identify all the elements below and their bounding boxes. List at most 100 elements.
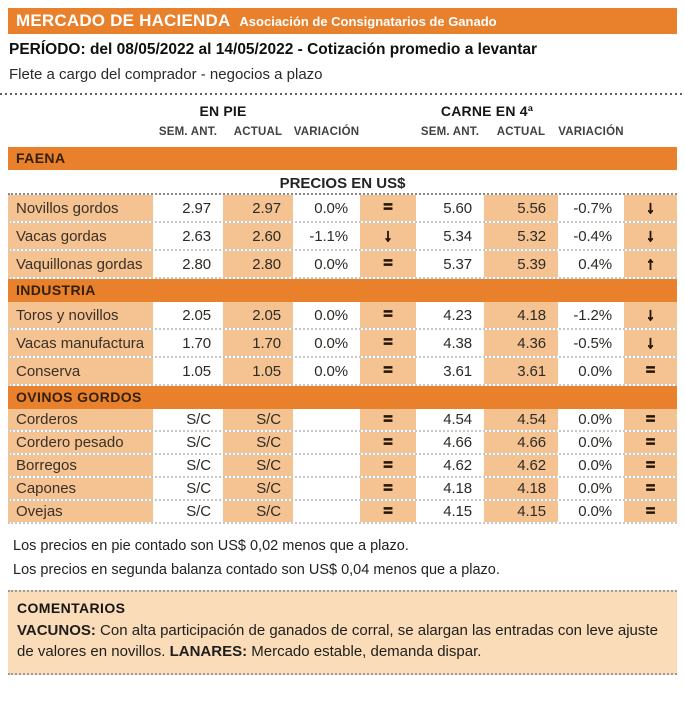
- cell-carne-act: 4.18: [484, 478, 558, 499]
- cell-carne-act: 4.18: [484, 302, 558, 328]
- cell-carne-act: 5.32: [484, 223, 558, 249]
- section-header-faena: FAENA: [8, 147, 677, 170]
- trend-equal-icon: =: [624, 478, 677, 499]
- comments-box: COMENTARIOS VACUNOS: Con alta participac…: [8, 590, 677, 676]
- cell-carne-act: 3.61: [484, 358, 558, 384]
- cell-carne-var: 0.0%: [558, 501, 624, 522]
- table-row: Capones S/C S/C = 4.18 4.18 0.0% =: [8, 478, 677, 501]
- cell-carne-ant: 5.34: [416, 223, 484, 249]
- cell-carne-var: -0.5%: [558, 330, 624, 356]
- table-row: Vacas manufactura 1.70 1.70 0.0% = 4.38 4.36 -0…: [8, 330, 677, 358]
- cell-carne-act: 4.66: [484, 432, 558, 453]
- cell-carne-var: 0.4%: [558, 251, 624, 277]
- cell-carne-ant: 4.54: [416, 409, 484, 430]
- cell-pie-ant: 2.05: [153, 302, 223, 328]
- price-unit-label: PRECIOS EN US$: [279, 175, 406, 192]
- cell-carne-act: 4.15: [484, 501, 558, 522]
- cell-carne-var: -0.7%: [558, 195, 624, 221]
- row-label: Corderos: [8, 409, 153, 430]
- row-label: Vacas manufactura: [8, 330, 153, 356]
- cell-pie-var: 0.0%: [293, 195, 360, 221]
- cell-pie-var: 0.0%: [293, 358, 360, 384]
- cell-pie-act: 2.05: [223, 302, 293, 328]
- price-table-body: FAENA PRECIOS EN US$ Novillos gordos 2.97 2.…: [8, 147, 677, 524]
- trend-equal-icon: =: [624, 358, 677, 384]
- cell-carne-act: 5.56: [484, 195, 558, 221]
- top-divider: [0, 92, 685, 95]
- row-label: Conserva: [8, 358, 153, 384]
- group-header-carne-en-4a: CARNE EN 4ª: [440, 103, 534, 119]
- cell-pie-var: [293, 501, 360, 522]
- cell-carne-ant: 4.18: [416, 478, 484, 499]
- cell-pie-var: [293, 432, 360, 453]
- table-row: Toros y novillos 2.05 2.05 0.0% = 4.23 4.18 -1.…: [8, 302, 677, 330]
- trend-equal-icon: =: [360, 455, 416, 476]
- cell-carne-ant: 5.60: [416, 195, 484, 221]
- col-header-pie-variacion: VARIACIÓN: [293, 126, 360, 138]
- trend-equal-icon: =: [360, 501, 416, 522]
- cell-carne-ant: 4.66: [416, 432, 484, 453]
- row-label: Vaquillonas gordas: [8, 251, 153, 277]
- report-title: MERCADO DE HACIENDA: [16, 11, 231, 30]
- trend-down-arrow-icon: ↓: [624, 330, 677, 356]
- table-row: Conserva 1.05 1.05 0.0% = 3.61 3.61 0.0% =: [8, 358, 677, 386]
- report-subtitle: Asociación de Consignatarios de Ganado: [239, 14, 497, 29]
- cell-pie-ant: S/C: [153, 432, 223, 453]
- period-line: PERÍODO: del 08/05/2022 al 14/05/2022 - …: [9, 41, 538, 58]
- cell-pie-ant: S/C: [153, 409, 223, 430]
- cell-carne-ant: 4.38: [416, 330, 484, 356]
- column-header-row: SEM. ANT. ACTUAL VARIACIÓN SEM. ANT. ACT…: [8, 119, 677, 147]
- col-header-carne-actual: ACTUAL: [496, 126, 546, 138]
- trend-up-arrow-icon: ↑: [624, 251, 677, 277]
- table-row: Novillos gordos 2.97 2.97 0.0% = 5.60 5.56 -0.7…: [8, 195, 677, 223]
- trend-equal-icon: =: [624, 432, 677, 453]
- trend-down-arrow-icon: ↓: [624, 223, 677, 249]
- cell-carne-var: 0.0%: [558, 455, 624, 476]
- col-header-carne-sem-ant: SEM. ANT.: [420, 126, 480, 138]
- cell-pie-ant: 1.05: [153, 358, 223, 384]
- section-title: OVINOS GORDOS: [16, 389, 142, 405]
- trend-equal-icon: =: [360, 478, 416, 499]
- comments-lanares-label: LANARES:: [169, 642, 248, 660]
- cell-carne-ant: 4.62: [416, 455, 484, 476]
- title-bar: MERCADO DE HACIENDA Asociación de Consig…: [8, 8, 677, 34]
- row-label: Borregos: [8, 455, 153, 476]
- section-header-industria: INDUSTRIA: [8, 279, 677, 302]
- cell-pie-var: [293, 409, 360, 430]
- cell-pie-var: [293, 478, 360, 499]
- cell-carne-act: 5.39: [484, 251, 558, 277]
- row-label: Novillos gordos: [8, 195, 153, 221]
- cell-carne-act: 4.36: [484, 330, 558, 356]
- group-header-row: EN PIE CARNE EN 4ª: [8, 95, 677, 119]
- cell-carne-var: 0.0%: [558, 478, 624, 499]
- cell-pie-var: [293, 455, 360, 476]
- row-label: Cordero pesado: [8, 432, 153, 453]
- section-title: INDUSTRIA: [16, 282, 96, 298]
- cell-pie-ant: S/C: [153, 478, 223, 499]
- cell-pie-ant: S/C: [153, 501, 223, 522]
- cell-pie-var: 0.0%: [293, 251, 360, 277]
- trend-equal-icon: =: [360, 302, 416, 328]
- cell-pie-act: 1.70: [223, 330, 293, 356]
- cell-carne-ant: 4.15: [416, 501, 484, 522]
- cell-carne-ant: 5.37: [416, 251, 484, 277]
- cell-pie-act: 2.80: [223, 251, 293, 277]
- trend-equal-icon: =: [360, 330, 416, 356]
- cell-pie-act: S/C: [223, 455, 293, 476]
- cell-pie-ant: 2.63: [153, 223, 223, 249]
- row-label: Ovejas: [8, 501, 153, 522]
- trend-down-arrow-icon: ↓: [624, 195, 677, 221]
- terms-line: Flete a cargo del comprador - negocios a…: [9, 66, 323, 83]
- col-header-pie-sem-ant: SEM. ANT.: [158, 126, 218, 138]
- footnote-cash-pie: Los precios en pie contado son US$ 0,02 …: [13, 538, 409, 554]
- trend-equal-icon: =: [360, 358, 416, 384]
- comments-vacunos-text: Con alta participación de ganados de cor…: [17, 622, 658, 660]
- market-report-page: MERCADO DE HACIENDA Asociación de Consig…: [0, 8, 685, 676]
- comments-title: COMENTARIOS: [17, 600, 126, 616]
- footnotes: Los precios en pie contado son US$ 0,02 …: [8, 524, 677, 588]
- row-label: Vacas gordas: [8, 223, 153, 249]
- table-row: Cordero pesado S/C S/C = 4.66 4.66 0.0% =: [8, 432, 677, 455]
- group-header-en-pie: EN PIE: [199, 103, 247, 119]
- footnote-cash-balanza: Los precios en segunda balanza contado s…: [13, 562, 500, 578]
- trend-equal-icon: =: [624, 409, 677, 430]
